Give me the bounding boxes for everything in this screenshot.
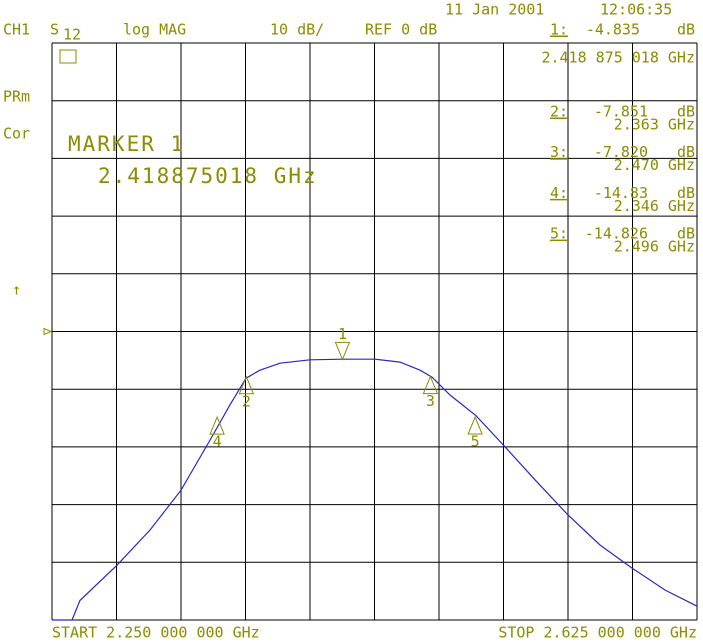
marker-label: 1 (338, 325, 347, 343)
readout-name: 3: (550, 143, 568, 161)
marker (209, 415, 225, 435)
marker-label: 2 (242, 392, 251, 410)
marker-label: 3 (426, 392, 435, 410)
marker-heading: MARKER 1 (68, 132, 185, 156)
channel: CH1 (3, 21, 30, 39)
marker (238, 375, 255, 395)
readout-frequency: 2.418 875 018 GHz (541, 49, 695, 67)
readout-name: 4: (550, 184, 568, 202)
marker (422, 375, 439, 395)
readout-unit: dB (677, 21, 695, 39)
readout-unit: dB (677, 103, 695, 121)
readout-frequency: 2.496 GHz (614, 238, 695, 256)
readout-name: 2: (550, 103, 568, 121)
marker (334, 341, 351, 361)
readout-frequency: 2.470 GHz (614, 156, 695, 174)
readout-name: 1: (550, 21, 568, 39)
stop-label: STOP 2.625 000 000 GHz (498, 624, 697, 642)
side-label: Cor (3, 125, 30, 143)
readout-name: 5: (550, 225, 568, 243)
marker-label: 5 (471, 433, 480, 451)
parameter: S (50, 21, 59, 39)
start-label: START 2.250 000 000 GHz (52, 624, 260, 642)
time: 12:06:35 (600, 1, 672, 19)
marker-frequency: 2.418875018 GHz (98, 164, 318, 188)
readout-unit: dB (677, 143, 695, 161)
readout-unit: dB (677, 184, 695, 202)
date: 11 Jan 2001 (445, 1, 544, 19)
readout-value: -7.851 (594, 103, 648, 121)
marker-label: 4 (213, 433, 222, 451)
readout-value: -14.826 (585, 225, 648, 243)
readout-value: -4.835 (586, 21, 640, 39)
readout-unit: dB (677, 225, 695, 243)
readout-frequency: 2.363 GHz (614, 116, 695, 134)
marker (467, 415, 483, 435)
status-icon (59, 49, 77, 64)
trace (52, 358, 698, 621)
readout-frequency: 2.346 GHz (614, 197, 695, 215)
readout-value: -7.820 (594, 143, 648, 161)
reference: REF 0 dB (365, 21, 437, 39)
side-label: ↑ (12, 281, 21, 299)
ref-level-marker (43, 327, 53, 336)
side-label: PRm (3, 88, 30, 106)
parameter-subscript: 12 (63, 26, 81, 44)
readout-value: -14.83 (594, 184, 648, 202)
scale: 10 dB/ (270, 21, 324, 39)
format: log MAG (123, 21, 186, 39)
